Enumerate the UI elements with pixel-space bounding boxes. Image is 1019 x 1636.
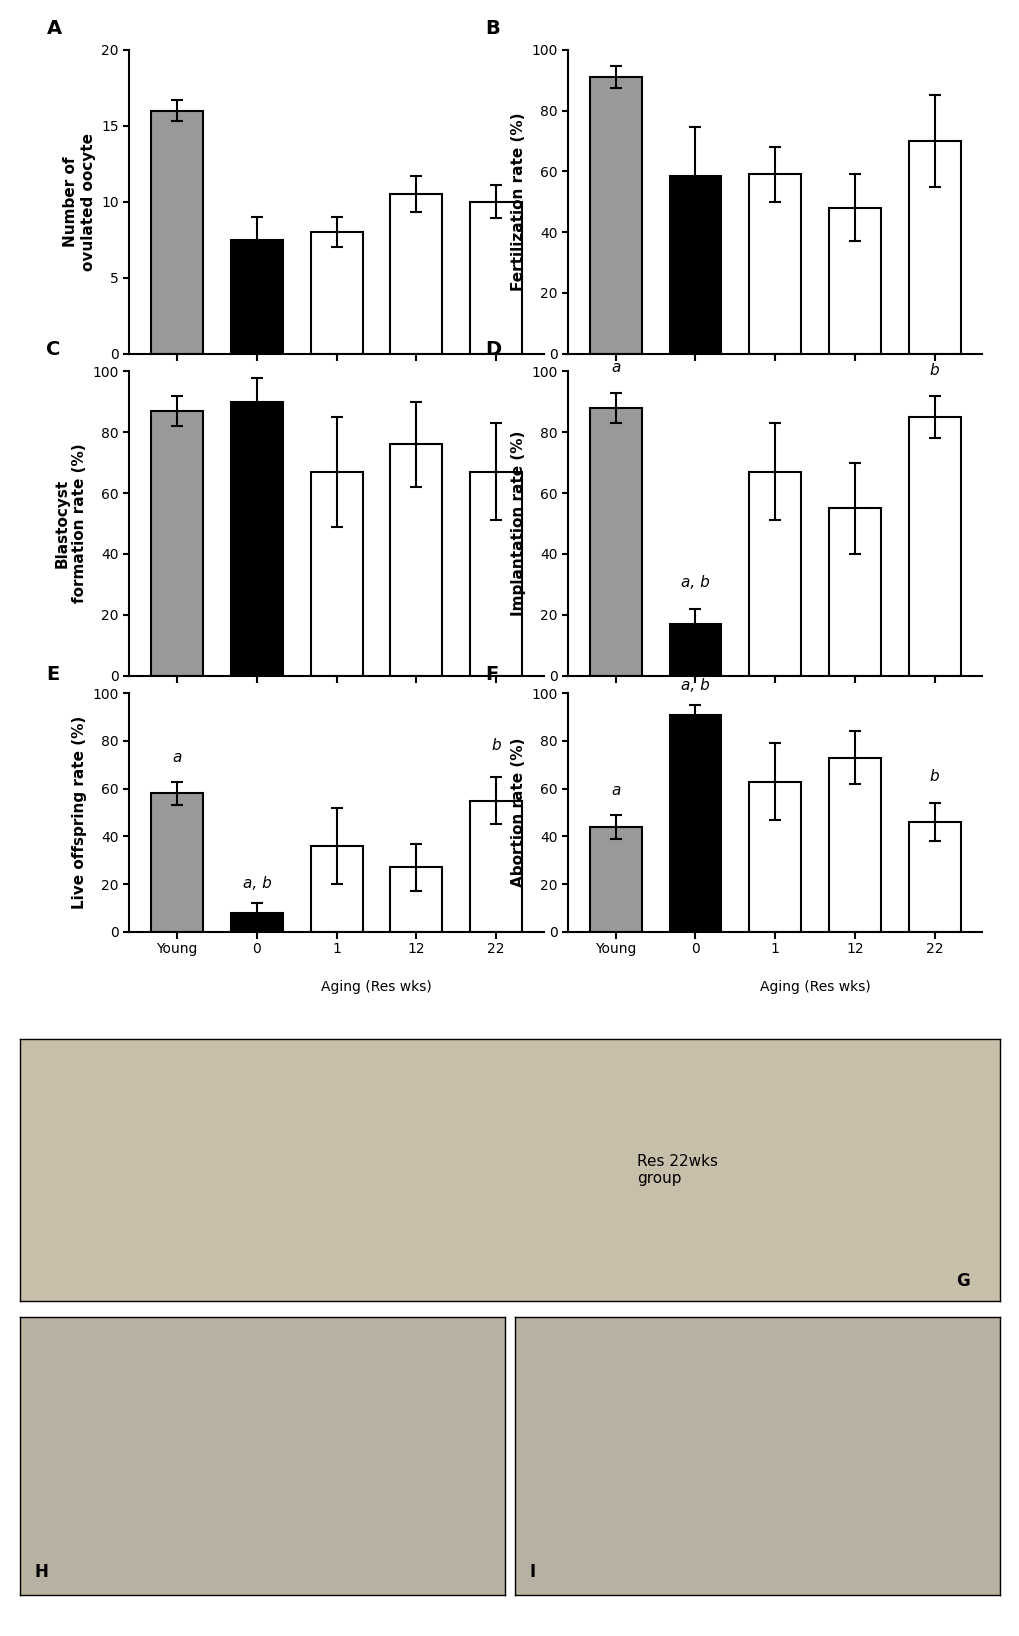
Y-axis label: Abortion rate (%): Abortion rate (%) [511,738,525,887]
Y-axis label: Fertilization rate (%): Fertilization rate (%) [511,113,525,291]
Text: G: G [956,1273,969,1291]
Text: H: H [35,1562,49,1580]
Text: a: a [610,784,620,798]
Text: a, b: a, b [243,877,271,892]
Text: E: E [47,664,60,684]
Text: I: I [529,1562,535,1580]
Bar [311,846,362,933]
Text: F: F [485,664,498,684]
Text: B: B [485,18,499,38]
Y-axis label: Number of
ovulated oocyte: Number of ovulated oocyte [63,133,96,272]
Text: b: b [491,738,500,753]
Bar [230,240,282,353]
Text: D: D [485,340,500,360]
Y-axis label: Live offspring rate (%): Live offspring rate (%) [72,717,87,910]
Text: Aging (Res wks): Aging (Res wks) [321,980,431,993]
Bar [151,411,203,676]
Text: b: b [929,363,938,378]
Text: a: a [172,749,181,764]
Bar [470,800,522,933]
Bar [908,141,960,353]
Bar [589,407,641,676]
Text: Res 22wks
group: Res 22wks group [637,1153,717,1186]
Y-axis label: Blastocyst
formation rate (%): Blastocyst formation rate (%) [55,443,87,604]
Text: C: C [47,340,61,360]
Bar [589,826,641,933]
Bar [828,757,880,933]
Bar [749,782,800,933]
Bar [668,623,720,676]
Text: b: b [929,769,938,784]
Text: a, b: a, b [681,576,709,591]
Text: A: A [47,18,61,38]
Bar [749,471,800,676]
Bar [908,823,960,933]
Bar [151,111,203,353]
Bar [311,232,362,353]
Bar [470,201,522,353]
Text: Aging (Res wks): Aging (Res wks) [759,980,869,993]
Bar [390,867,442,933]
Bar [311,471,362,676]
Bar [668,177,720,353]
Bar [230,913,282,933]
Bar [151,793,203,933]
Bar [470,471,522,676]
Bar [390,445,442,676]
Bar [749,175,800,353]
Bar [390,195,442,353]
Bar [668,715,720,933]
Bar [589,77,641,353]
Text: a, b: a, b [681,679,709,694]
Bar [908,417,960,676]
Bar [230,402,282,676]
Text: a: a [610,360,620,375]
Bar [828,208,880,353]
Y-axis label: Implantation rate (%): Implantation rate (%) [511,430,525,617]
Bar [828,509,880,676]
